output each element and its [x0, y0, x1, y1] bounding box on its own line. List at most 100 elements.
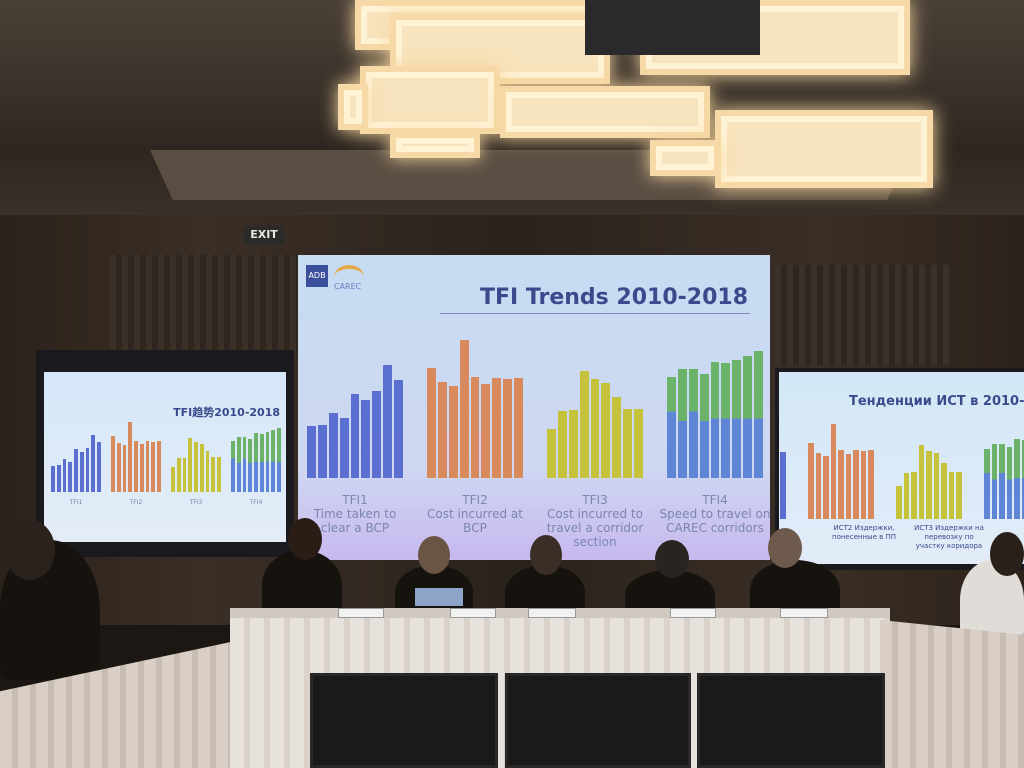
bar	[688, 368, 698, 478]
bar	[590, 379, 600, 478]
bar	[116, 443, 121, 492]
bar	[448, 386, 458, 478]
bar-chart-tfi3	[546, 340, 644, 478]
attendee-head	[990, 532, 1024, 576]
bar	[176, 458, 181, 492]
bar	[199, 443, 204, 492]
bar	[623, 409, 633, 478]
chart-caption: TFI1 Time taken to clear a BCP	[313, 493, 397, 535]
bar	[514, 378, 523, 478]
bar	[97, 442, 101, 492]
bar	[383, 364, 393, 478]
bar	[667, 376, 676, 478]
curtain	[110, 255, 300, 355]
bar	[948, 471, 955, 519]
right-caption: ИСТ2 Издержки, понесенные в ПП	[832, 524, 896, 541]
bar	[79, 452, 84, 492]
bar-chart-tfi4	[666, 340, 764, 478]
bar	[205, 450, 210, 492]
bar	[361, 399, 371, 478]
bar	[699, 374, 709, 478]
bar	[579, 370, 589, 478]
bar	[211, 457, 216, 492]
name-plate	[450, 608, 496, 618]
bar-chart-tfi2	[807, 424, 875, 519]
monitor	[697, 673, 885, 768]
bar	[91, 434, 96, 492]
bar	[317, 424, 327, 478]
bar	[710, 362, 720, 478]
main-projection-screen: ADB CAREC TFI Trends 2010-2018 TFI1 Time …	[298, 255, 770, 560]
bar	[236, 436, 241, 492]
bar	[492, 378, 502, 478]
left-chart-label: TFI3	[189, 499, 203, 506]
bar	[926, 451, 932, 519]
bar-chart-tfi4	[983, 424, 1024, 519]
bar	[903, 473, 910, 519]
bar	[171, 467, 175, 492]
bar	[372, 391, 382, 478]
chart-caption: TFI3 Cost incurred to travel a corridor s…	[546, 493, 644, 549]
ceiling-lamp	[360, 66, 500, 134]
bar	[845, 454, 852, 519]
bar	[547, 429, 556, 478]
bar	[503, 379, 513, 478]
bar	[568, 410, 578, 478]
bar	[999, 443, 1005, 519]
bar	[111, 436, 115, 492]
bar	[838, 449, 844, 519]
bar	[830, 424, 837, 519]
bar	[128, 422, 133, 492]
name-plate	[670, 608, 716, 618]
bar	[732, 360, 742, 478]
bar-chart-tfi3	[170, 422, 222, 492]
bar	[328, 413, 338, 478]
left-side-screen: TFI趋势2010-2018 TFI1 TFI2 TFI3 TFI4	[36, 350, 294, 557]
bar	[271, 430, 276, 492]
bar	[918, 445, 925, 519]
name-plate	[780, 608, 828, 618]
laptop	[415, 588, 463, 606]
bar	[74, 449, 78, 492]
bar	[188, 437, 193, 492]
projector	[585, 0, 760, 55]
bar-chart-tfi4	[230, 422, 282, 492]
bar	[815, 452, 822, 519]
ceiling-lamp	[715, 110, 933, 188]
bar	[339, 418, 349, 478]
bar	[145, 441, 150, 492]
bar	[1006, 447, 1013, 519]
bar	[85, 447, 90, 492]
bar	[242, 436, 247, 492]
side-table	[880, 620, 1024, 768]
bar	[557, 411, 567, 478]
name-plate	[528, 608, 576, 618]
panelist-head	[655, 540, 689, 578]
chart-caption: TFI4 Speed to travel on CAREC corridors	[659, 493, 770, 535]
bar	[470, 377, 480, 478]
bar	[677, 368, 687, 478]
bar	[481, 384, 491, 478]
bar	[634, 409, 643, 478]
right-caption: ИСТ3 Издержки на перевозку по участку ко…	[914, 524, 984, 550]
bar	[122, 445, 127, 492]
left-slide-title: TFI趋势2010-2018	[173, 406, 280, 419]
bar	[182, 457, 187, 492]
adb-logo: ADB	[306, 265, 328, 287]
bar	[991, 443, 998, 519]
ceiling-lamp	[500, 86, 710, 138]
bar	[612, 397, 622, 478]
bar	[307, 426, 316, 478]
left-chart-label: TFI4	[249, 499, 263, 506]
right-slide-title: Тенденции ИСТ в 2010-	[849, 394, 1024, 409]
bar	[350, 393, 360, 478]
bar	[860, 451, 867, 519]
left-chart-label: TFI2	[129, 499, 143, 506]
bar	[808, 443, 814, 519]
bar	[259, 433, 264, 492]
ceiling-lamp	[390, 14, 610, 84]
monitor	[310, 673, 498, 768]
ceiling-lamp	[390, 132, 480, 158]
bar-chart-tfi1	[779, 424, 787, 519]
bar	[51, 465, 55, 492]
